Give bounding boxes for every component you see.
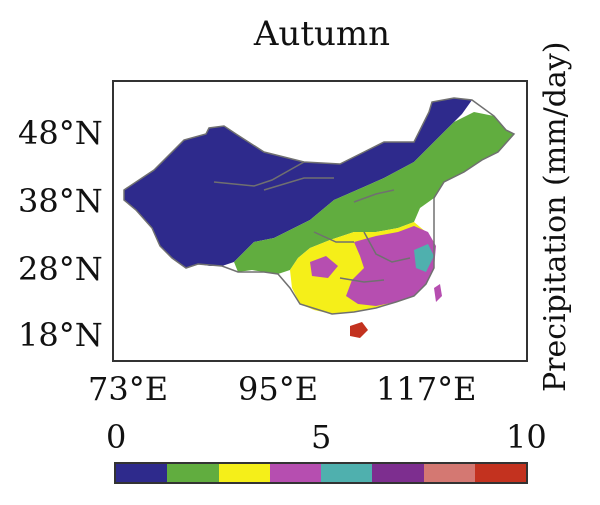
lon-label-73e: 73°E [88,370,169,408]
colorbar-swatch-1 [167,464,219,482]
region-hainan [350,322,368,338]
colorbar-swatch-5 [372,464,424,482]
colorbar [114,462,528,484]
region-very-wet [414,244,434,272]
colorbar-swatch-4 [321,464,373,482]
colorbar-swatch-0 [116,464,168,482]
precipitation-map [112,80,528,362]
lat-label-48n: 48°N [18,114,103,152]
lat-label-18n: 18°N [18,316,103,354]
region-semi-dry [234,112,514,274]
region-wet [346,226,436,306]
national-border [123,97,516,315]
lat-label-38n: 38°N [18,182,103,220]
lon-label-95e: 95°E [238,370,319,408]
lon-label-117e: 117°E [376,370,477,408]
region-wet-west [310,256,338,278]
colorbar-swatch-7 [474,464,526,482]
map-title: Autumn [253,14,391,54]
province-borders [213,161,411,283]
colorbar-unit-label: Precipitation (mm/day) [538,41,573,392]
colorbar-swatch-2 [218,464,270,482]
colorbar-swatch-3 [269,464,321,482]
colorbar-tick-mid: 5 [311,418,332,456]
region-dry [124,98,472,268]
colorbar-swatch-6 [423,464,475,482]
colorbar-tick-min: 0 [106,418,127,456]
lat-label-28n: 28°N [18,250,103,288]
colorbar-tick-max: 10 [506,418,547,456]
region-taiwan [434,284,442,302]
